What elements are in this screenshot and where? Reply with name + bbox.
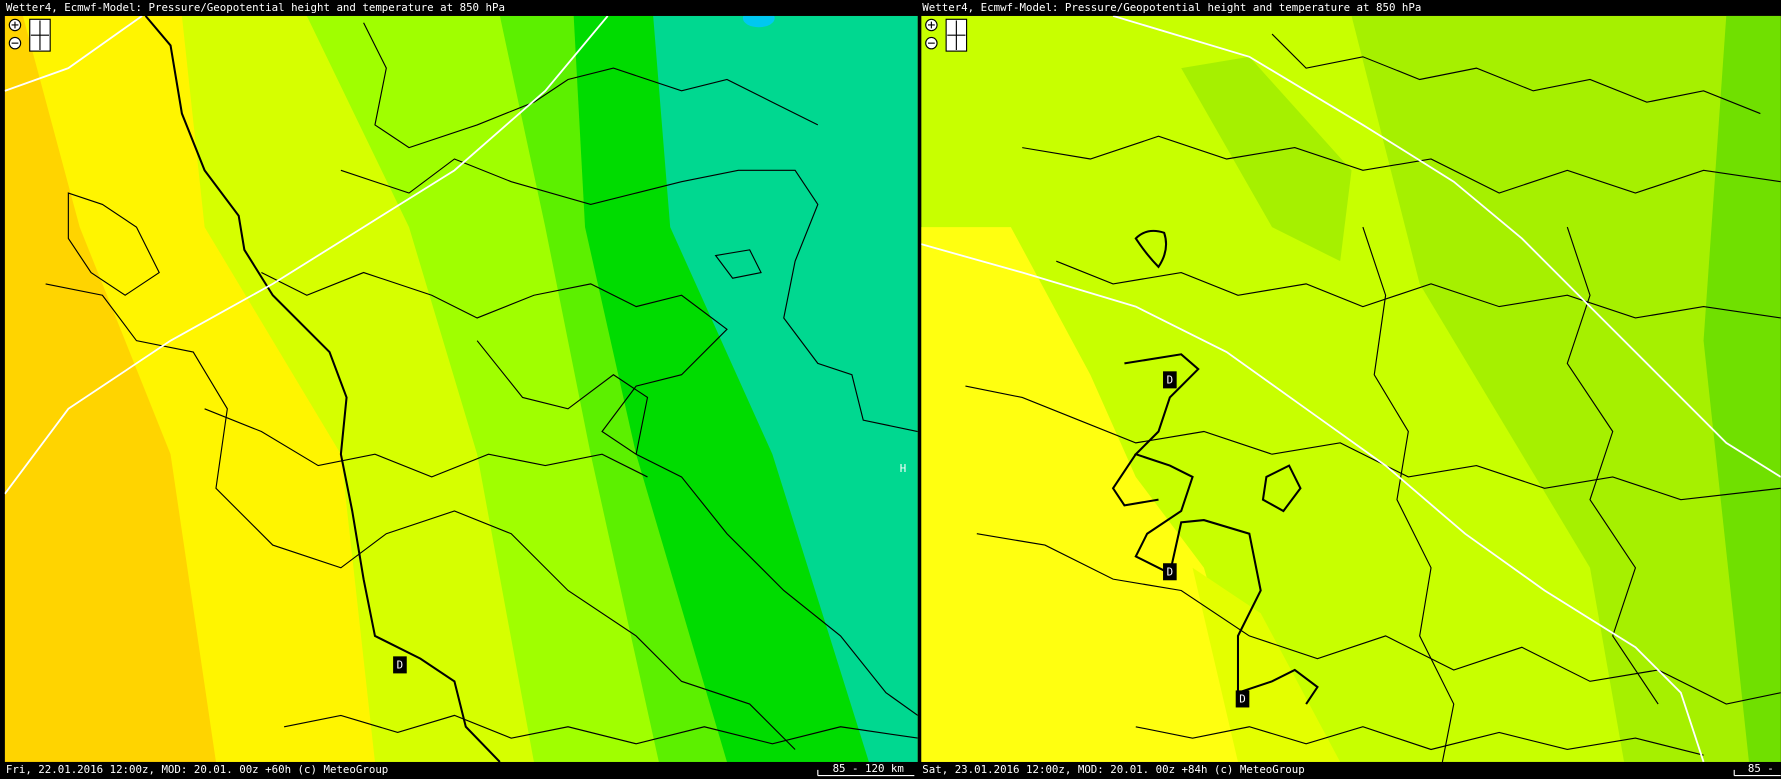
label-box: [1163, 563, 1177, 581]
pressure-label: D: [1167, 373, 1173, 386]
pressure-label: H: [900, 462, 906, 475]
label-box: [1235, 690, 1250, 708]
pressure-label: D: [1239, 693, 1245, 706]
title-bar: [0, 0, 919, 16]
pressure-label: D: [1167, 565, 1173, 578]
panel-title: Wetter4, Ecmwf-Model: Pressure/Geopotent…: [6, 1, 505, 14]
panel-footer: Sat, 23.01.2016 12:00z, MOD: 20.01. 00z …: [922, 763, 1304, 776]
divider: [917, 0, 922, 779]
map-controls[interactable]: [8, 18, 51, 52]
footer-bar: [0, 761, 1781, 779]
label-box: [1163, 371, 1177, 389]
map-right: [921, 15, 1781, 762]
scale-label: 85 - 120 km: [833, 762, 904, 775]
panel-title: Wetter4, Ecmwf-Model: Pressure/Geopotent…: [922, 1, 1421, 14]
scale-label: 85 - 1: [1748, 762, 1781, 775]
pressure-label: D: [397, 658, 403, 671]
label-box: [393, 656, 407, 674]
map-left: [4, 15, 918, 762]
panel-footer: Fri, 22.01.2016 12:00z, MOD: 20.01. 00z …: [6, 763, 388, 776]
map-controls[interactable]: [925, 18, 968, 52]
